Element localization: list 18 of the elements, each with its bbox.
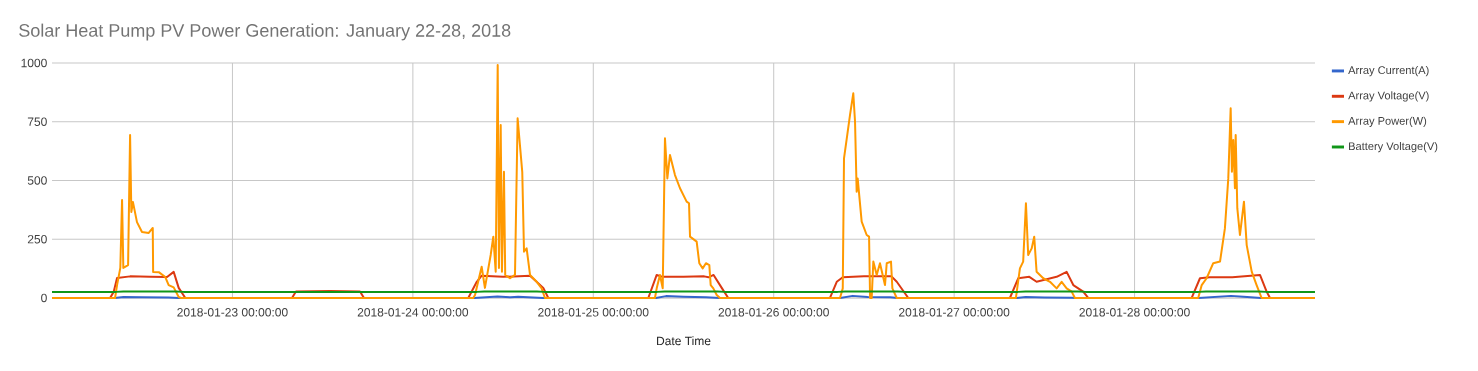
line-series [51,64,1316,299]
legend-label: Battery Voltage(V) [1349,141,1438,153]
x-axis-title: Date Time [657,336,711,346]
x-tick-label: 2018-01-25 00:00:00 [538,308,649,317]
y-tick-label: 1000 [21,58,47,68]
x-tick-label: 2018-01-24 00:00:00 [357,308,469,317]
y-tick-label: 0 [41,293,47,303]
x-tick-label: 2018-01-27 00:00:00 [899,308,1010,317]
x-tick-label: 2018-01-26 00:00:00 [718,308,829,317]
chart-title: Solar Heat Pump PV Power Generation: January 22-28, 2018 [19,23,511,41]
x-tick-label: 2018-01-23 00:00:00 [177,308,288,317]
y-tick-label: 500 [27,176,47,185]
x-tick-label: 2018-01-28 00:00:00 [1079,308,1190,317]
legend-label: Array Current(A) [1348,65,1429,77]
y-tick-label: 250 [27,234,47,244]
y-tick-label: 750 [27,117,47,126]
legend-label: Array Power(W) [1348,116,1427,127]
legend-label: Array Voltage(V) [1348,91,1429,102]
